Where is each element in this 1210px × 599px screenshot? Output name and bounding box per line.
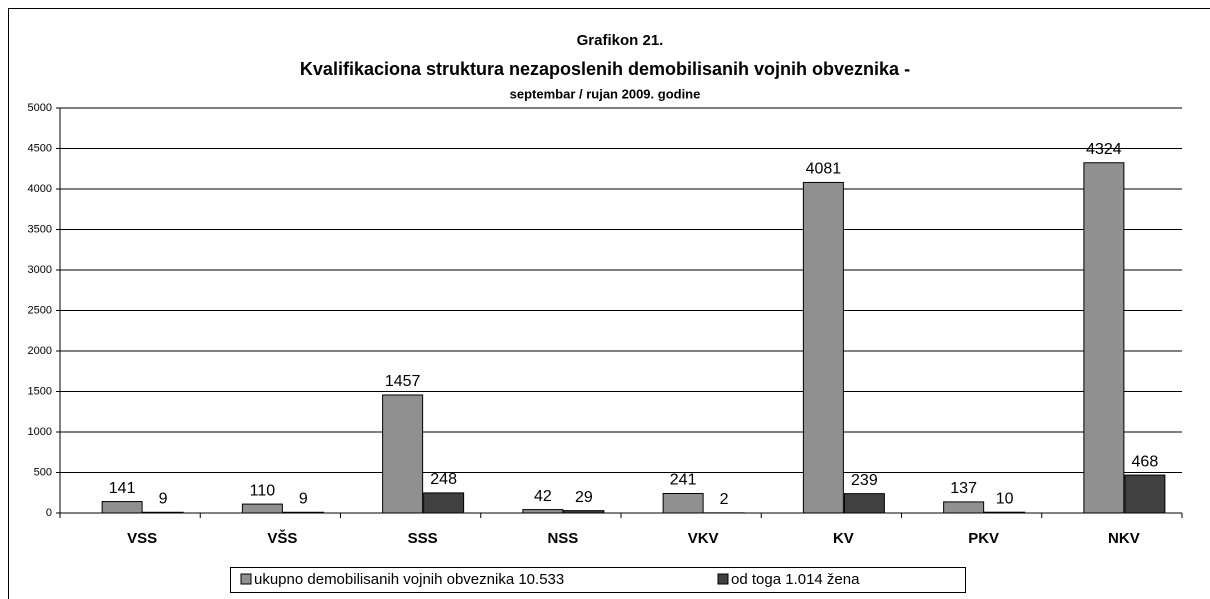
y-tick-label: 2000 xyxy=(28,345,52,357)
y-tick-label: 5000 xyxy=(28,102,52,114)
x-tick-label: SSS xyxy=(408,530,438,547)
x-tick-label: PKV xyxy=(968,530,999,547)
y-tick-label: 4000 xyxy=(28,183,52,195)
bar xyxy=(282,511,324,514)
value-label: 248 xyxy=(430,471,457,488)
value-label: 9 xyxy=(159,490,168,507)
bar xyxy=(522,509,564,514)
y-tick-label: 3500 xyxy=(28,223,52,235)
value-label: 239 xyxy=(851,472,878,489)
x-tick-label: NKV xyxy=(1108,530,1140,547)
x-tick-label: KV xyxy=(833,530,854,547)
legend-label: ukupno demobilisanih vojnih obveznika 10… xyxy=(254,571,564,588)
bar xyxy=(423,492,465,514)
x-tick-label: NSS xyxy=(547,530,578,547)
y-tick-label: 4500 xyxy=(28,142,52,154)
legend xyxy=(230,567,966,593)
value-label: 1457 xyxy=(385,373,421,390)
value-label: 4081 xyxy=(806,161,842,178)
bar xyxy=(1083,162,1125,514)
chart-title: Grafikon 21. xyxy=(577,32,664,49)
legend-label: od toga 1.014 žena xyxy=(731,571,860,588)
chart-subtitle: Kvalifikaciona struktura nezaposlenih de… xyxy=(300,59,910,79)
value-label: 10 xyxy=(996,490,1014,507)
y-tick-label: 1500 xyxy=(28,385,52,397)
y-tick-label: 3000 xyxy=(28,264,52,276)
y-tick-label: 2500 xyxy=(28,304,52,316)
y-tick-label: 1000 xyxy=(28,426,52,438)
bar xyxy=(662,492,704,514)
y-tick-label: 500 xyxy=(34,466,52,478)
value-label: 241 xyxy=(670,472,697,489)
x-tick-label: VSS xyxy=(127,530,157,547)
value-label: 2 xyxy=(720,491,729,508)
value-label: 137 xyxy=(950,480,977,497)
x-tick-label: VŠS xyxy=(267,529,297,547)
bar xyxy=(563,510,605,514)
bar xyxy=(802,181,844,514)
value-label: 110 xyxy=(250,482,276,499)
bar xyxy=(843,493,885,514)
x-tick-label: VKV xyxy=(688,530,719,547)
bar xyxy=(101,501,143,514)
value-label: 29 xyxy=(575,489,593,506)
value-label: 42 xyxy=(534,488,552,505)
chart-subtitle: septembar / rujan 2009. godine xyxy=(510,86,701,101)
value-label: 468 xyxy=(1132,453,1159,470)
value-label: 4324 xyxy=(1086,141,1122,158)
bar xyxy=(241,503,283,514)
bar xyxy=(943,501,985,514)
chart-frame xyxy=(8,8,1210,599)
bar xyxy=(984,511,1026,514)
legend-swatch xyxy=(240,573,252,585)
legend-swatch xyxy=(717,573,729,585)
bar xyxy=(382,394,424,514)
bar xyxy=(142,511,184,514)
value-label: 141 xyxy=(109,480,136,497)
bar xyxy=(1124,474,1166,514)
value-label: 9 xyxy=(299,490,308,507)
y-tick-label: 0 xyxy=(46,507,52,519)
